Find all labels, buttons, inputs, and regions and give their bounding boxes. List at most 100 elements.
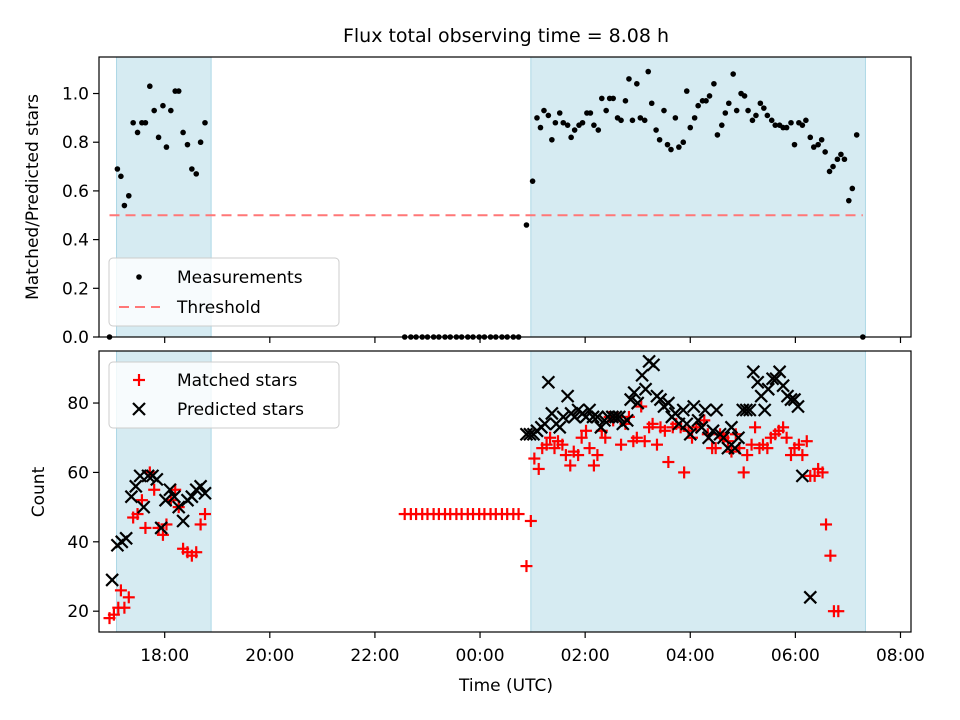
measurement-point <box>822 149 828 155</box>
measurement-point <box>672 115 679 121</box>
matched-star-marker <box>122 591 135 604</box>
measurement-point <box>764 112 771 119</box>
y-tick-label: 0.0 <box>62 328 89 348</box>
matched-star-marker <box>131 508 144 521</box>
predicted-star-marker <box>586 410 600 424</box>
x-tick-label: 22:00 <box>350 646 399 666</box>
predicted-star-marker <box>787 392 802 407</box>
count-panel: 20 40 60 80 18:00 20:00 22:00 00:00 02:00 04:00 0… <box>29 350 925 696</box>
measurement-point <box>826 168 833 175</box>
matched-star-marker <box>615 438 628 451</box>
y-tick-label: 0.4 <box>62 231 89 251</box>
measurement-point <box>849 185 856 192</box>
matched-star-marker <box>139 521 152 534</box>
matched-star-marker <box>198 508 211 521</box>
predicted-star-marker <box>761 382 775 396</box>
measurement-point <box>753 112 759 119</box>
measurement-point <box>768 117 775 124</box>
predicted-star-marker <box>119 531 133 546</box>
measurement-point <box>757 100 764 107</box>
shaded-interval-1 <box>530 56 866 338</box>
bottom-shaded-intervals <box>116 350 866 633</box>
predicted-star-marker <box>627 385 641 400</box>
predicted-star-marker <box>560 389 575 403</box>
measurement-point <box>151 107 157 114</box>
measurement-point <box>807 134 814 141</box>
matched-star-marker <box>591 449 604 462</box>
measurement-point <box>568 134 574 141</box>
matched-star-marker <box>796 449 809 462</box>
measurement-point <box>598 95 605 102</box>
x-axis-label: Time (UTC) <box>458 676 553 696</box>
measurement-point <box>591 122 597 128</box>
predicted-star-marker <box>646 358 661 372</box>
measurement-point <box>184 141 191 148</box>
predicted-star-marker <box>698 403 712 417</box>
y-tick-label: 0.6 <box>62 182 89 202</box>
measurement-point <box>552 119 559 126</box>
predicted-star-marker <box>716 430 731 445</box>
bottom-y-axis-label: Count <box>29 466 49 517</box>
matched-star-marker <box>824 549 837 562</box>
bottom-x-ticks: 18:00 20:00 22:00 00:00 02:00 04:00 06:00 08:00 <box>140 632 925 666</box>
measurement-point <box>629 117 636 124</box>
x-tick-label: 04:00 <box>666 646 715 666</box>
predicted-star-marker <box>171 500 186 514</box>
predicted-star-marker <box>679 417 694 431</box>
matched-star-marker <box>737 466 750 479</box>
matched-star-marker <box>114 584 127 597</box>
shaded-interval-1 <box>530 350 866 633</box>
predicted-star-marker <box>686 399 701 414</box>
predicted-star-marker <box>803 590 818 605</box>
legend-matched-marker <box>133 374 145 386</box>
legend-predicted-marker <box>132 402 146 416</box>
measurement-point <box>718 122 725 128</box>
matched-star-marker <box>532 462 545 475</box>
matched-star-marker <box>820 518 833 531</box>
measurement-point <box>803 117 809 124</box>
predicted-star-marker <box>743 403 757 417</box>
matched-star-marker <box>580 424 593 437</box>
measurement-point <box>726 100 732 107</box>
measurement-point <box>815 141 821 148</box>
measurement-point <box>603 107 609 114</box>
matched-star-marker <box>599 431 612 444</box>
matched-star-marker <box>638 435 651 448</box>
predicted-star-marker <box>795 469 810 483</box>
ratio-panel: 0.0 0.2 0.4 0.6 0.8 1.0 Matched/Predicted sta… <box>23 56 912 348</box>
predicted-star-marker <box>163 482 177 497</box>
measurement-point <box>714 132 721 138</box>
measurement-point <box>653 127 659 133</box>
measurement-point <box>197 139 204 146</box>
measurement-point <box>741 93 748 99</box>
y-tick-label: 0.2 <box>62 279 89 299</box>
measurement-point <box>556 110 563 116</box>
top-legend: Measurements Threshold <box>108 257 340 327</box>
measurement-point <box>180 129 186 136</box>
measurement-point <box>534 115 540 121</box>
predicted-star-marker <box>635 368 649 383</box>
measurement-point <box>168 107 174 114</box>
measurement-point <box>645 68 652 75</box>
measurement-point <box>846 197 852 204</box>
matched-star-marker <box>745 438 758 451</box>
matched-star-marker <box>520 560 533 573</box>
predicted-star-marker <box>523 427 537 442</box>
matched-star-marker <box>780 431 793 444</box>
measurement-point <box>523 222 530 228</box>
measurement-point <box>147 83 153 90</box>
measurement-point <box>142 119 149 126</box>
predicted-star-marker <box>709 403 724 417</box>
matched-star-marker <box>572 449 585 462</box>
predicted-star-marker <box>683 427 698 442</box>
legend-threshold-label: Threshold <box>176 298 261 318</box>
measurement-point <box>691 115 698 121</box>
matched-star-marker <box>630 431 643 444</box>
bottom-legend: Matched stars Predicted stars <box>108 361 340 429</box>
measurement-point <box>541 107 547 114</box>
legend-measurements-marker <box>136 274 142 280</box>
matched-star-marker <box>678 466 691 479</box>
predicted-star-marker <box>185 489 199 504</box>
x-tick-label: 06:00 <box>771 646 820 666</box>
predicted-star-marker <box>724 420 739 435</box>
